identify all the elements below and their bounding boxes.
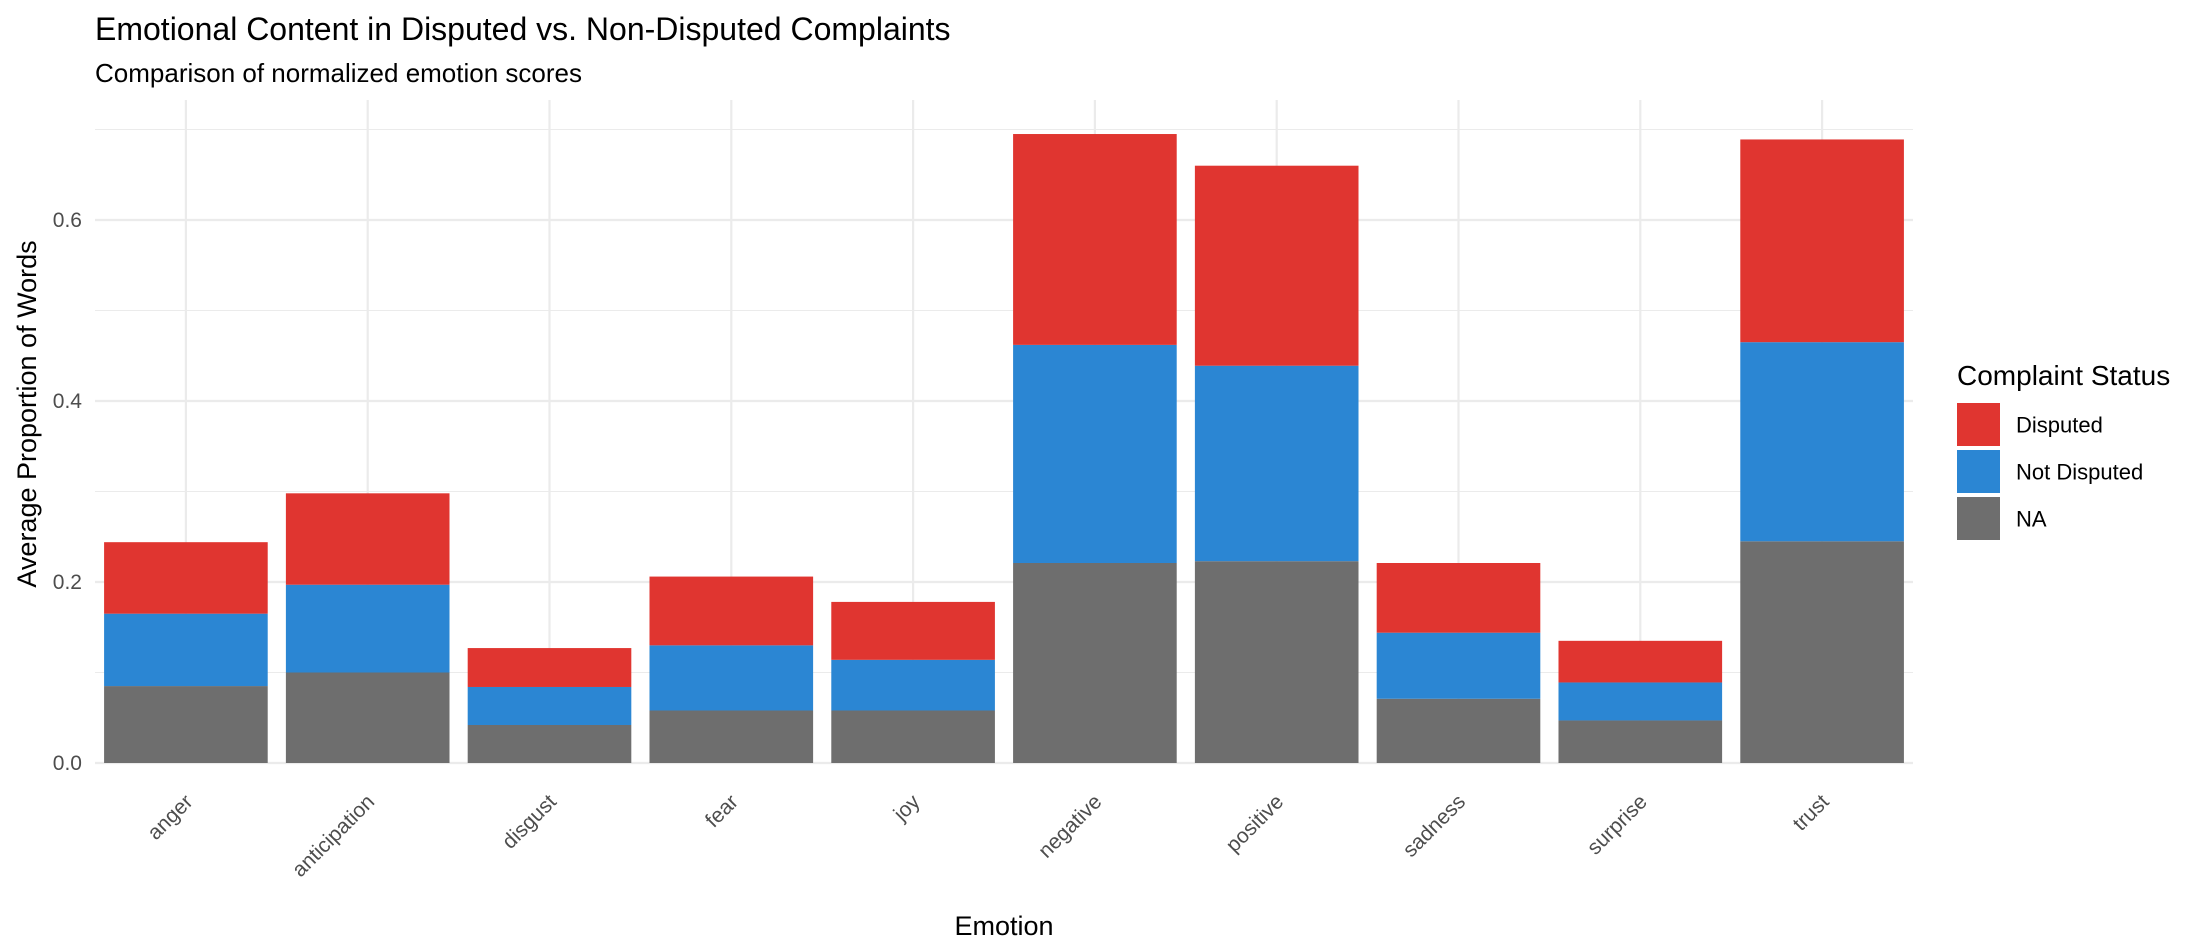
bar-positive-not-disputed (1194, 365, 1359, 562)
legend-title: Complaint Status (1957, 360, 2170, 391)
bar-anticipation-na (285, 672, 450, 763)
bar-joy-na (831, 710, 995, 763)
bar-negative-disputed (1013, 134, 1177, 345)
legend-label: Not Disputed (2016, 460, 2143, 485)
bar-positive-disputed (1194, 165, 1359, 366)
x-tick-label: trust (1788, 790, 1833, 835)
bar-joy-disputed (831, 601, 995, 660)
bar-disgust-disputed (467, 648, 632, 687)
legend-key-na (1957, 497, 2000, 540)
x-axis-title: Emotion (954, 911, 1053, 941)
bar-negative-na (1013, 562, 1177, 763)
bar-sadness-na (1376, 698, 1541, 763)
y-tick-label: 0.2 (53, 571, 82, 594)
legend: Complaint Status Disputed Not Disputed NA (1957, 360, 2170, 540)
bar-surprise-disputed (1558, 640, 1723, 683)
bar-sadness-not-disputed (1376, 632, 1541, 699)
bar-positive-na (1194, 561, 1359, 763)
bar-anger-na (104, 686, 268, 763)
legend-key-not-disputed (1957, 450, 2000, 493)
chart-subtitle: Comparison of normalized emotion scores (95, 58, 582, 88)
legend-key-disputed (1957, 403, 2000, 446)
bar-surprise-na (1558, 720, 1723, 763)
bar-trust-na (1740, 541, 1904, 763)
bar-joy-not-disputed (831, 659, 995, 711)
bar-sadness-disputed (1376, 562, 1541, 633)
x-axis: anger anticipation disgust fear joy negative p… (143, 790, 1834, 882)
y-axis-title: Average Proportion of Words (12, 240, 42, 587)
x-tick-label: joy (889, 790, 925, 826)
bar-anger-not-disputed (104, 613, 268, 687)
bar-disgust-na (467, 724, 632, 763)
bar-anger-disputed (104, 542, 268, 614)
bar-negative-not-disputed (1013, 344, 1177, 563)
bar-trust-disputed (1740, 139, 1904, 343)
x-tick-label: disgust (498, 790, 561, 853)
bar-fear-disputed (649, 576, 814, 646)
legend-label: Disputed (2016, 413, 2103, 438)
x-tick-label: negative (1034, 790, 1106, 862)
legend-label: NA (2016, 507, 2047, 532)
bar-anticipation-not-disputed (285, 584, 450, 673)
bar-fear-na (649, 710, 814, 763)
bar-trust-not-disputed (1740, 342, 1904, 542)
x-tick-label: fear (701, 790, 743, 832)
bar-fear-not-disputed (649, 645, 814, 711)
chart-title: Emotional Content in Disputed vs. Non-Di… (95, 11, 951, 47)
x-tick-label: sadness (1398, 790, 1470, 862)
x-tick-label: anger (143, 790, 197, 844)
x-tick-label: positive (1222, 790, 1289, 857)
y-tick-label: 0.6 (53, 209, 82, 232)
bar-surprise-not-disputed (1558, 682, 1723, 721)
bar-disgust-not-disputed (467, 686, 632, 725)
y-tick-label: 0.0 (53, 752, 82, 775)
bar-anticipation-disputed (285, 493, 450, 585)
x-tick-label: anticipation (288, 790, 379, 881)
y-tick-label: 0.4 (53, 390, 83, 413)
plot-panel (95, 100, 1913, 765)
x-tick-label: surprise (1583, 790, 1652, 859)
y-axis: 0.0 0.2 0.4 0.6 (53, 209, 83, 775)
